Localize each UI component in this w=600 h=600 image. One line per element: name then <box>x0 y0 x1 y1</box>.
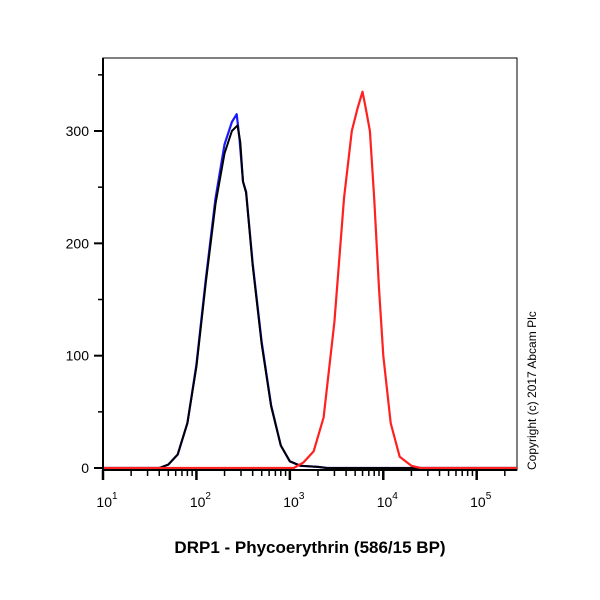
y-tick-label: 0 <box>81 460 89 476</box>
x-tick-label: 101 <box>96 491 118 510</box>
x-tick-label: 105 <box>470 491 492 510</box>
x-tick-label: 102 <box>190 491 212 510</box>
y-tick-label: 300 <box>66 123 90 139</box>
series-line-black <box>103 124 517 469</box>
series-line-red <box>103 90 517 470</box>
series-line-blue <box>103 113 517 470</box>
y-tick-label: 100 <box>66 348 90 364</box>
x-tick-label: 104 <box>377 491 399 510</box>
x-tick-label: 103 <box>283 491 305 510</box>
y-tick-label: 200 <box>66 235 90 251</box>
plot-frame <box>102 57 518 471</box>
x-axis-label: DRP1 - Phycoerythrin (586/15 BP) <box>174 538 445 557</box>
copyright-annotation: Copyright (c) 2017 Abcam Plc <box>525 311 539 470</box>
